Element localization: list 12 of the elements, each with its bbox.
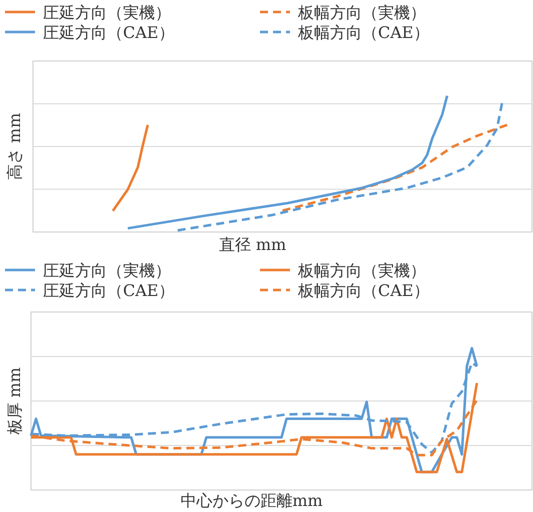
legend-label: 圧延方向（CAE） (43, 23, 174, 42)
y-axis-title: 板厚 mm (5, 367, 24, 436)
x-axis-title: 直径 mm (218, 235, 286, 254)
legend-label: 板幅方向（CAE） (297, 281, 430, 300)
legend-label: 圧延方向（実機） (43, 3, 171, 22)
legend-label: 板幅方向（実機） (297, 3, 426, 22)
y-axis-title: 高さ mm (5, 112, 24, 180)
legend-label: 圧延方向（CAE） (43, 281, 174, 300)
legend-label: 板幅方向（CAE） (297, 23, 430, 42)
x-axis-title: 中心からの距離mm (180, 491, 323, 510)
legend-label: 板幅方向（実機） (297, 261, 426, 280)
legend-label: 圧延方向（実機） (43, 261, 171, 280)
